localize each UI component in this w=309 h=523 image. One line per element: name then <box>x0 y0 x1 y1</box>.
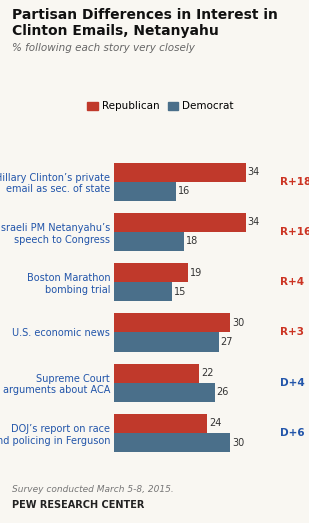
Bar <box>114 363 199 383</box>
Legend: Republican, Democrat: Republican, Democrat <box>87 101 234 111</box>
Bar <box>114 213 246 232</box>
Bar <box>114 163 246 181</box>
Text: 27: 27 <box>221 337 233 347</box>
Text: PEW RESEARCH CENTER: PEW RESEARCH CENTER <box>12 500 145 510</box>
Text: 34: 34 <box>248 218 260 228</box>
Text: 30: 30 <box>232 438 244 448</box>
Text: 26: 26 <box>217 387 229 397</box>
Bar <box>114 433 230 452</box>
Text: % following each story very closely: % following each story very closely <box>12 43 195 53</box>
Text: R+4: R+4 <box>281 277 305 287</box>
Bar <box>114 333 219 351</box>
Text: R+18: R+18 <box>281 177 309 187</box>
Text: R+3: R+3 <box>281 327 304 337</box>
Text: 24: 24 <box>209 418 221 428</box>
Bar <box>114 383 215 402</box>
Text: 19: 19 <box>190 268 202 278</box>
Bar <box>114 232 184 251</box>
Text: 16: 16 <box>178 186 190 196</box>
Text: D+6: D+6 <box>281 428 305 438</box>
Bar <box>114 282 172 301</box>
Text: 18: 18 <box>186 236 198 246</box>
Text: R+16: R+16 <box>281 227 309 237</box>
Bar <box>114 414 207 433</box>
Bar <box>114 181 176 201</box>
Text: Survey conducted March 5-8, 2015.: Survey conducted March 5-8, 2015. <box>12 485 174 494</box>
Text: D+4: D+4 <box>281 378 305 388</box>
Bar <box>114 313 230 333</box>
Text: 34: 34 <box>248 167 260 177</box>
Text: 15: 15 <box>174 287 187 297</box>
Text: Partisan Differences in Interest in: Partisan Differences in Interest in <box>12 8 278 22</box>
Text: Clinton Emails, Netanyahu: Clinton Emails, Netanyahu <box>12 24 219 38</box>
Text: 22: 22 <box>201 368 214 378</box>
Bar <box>114 263 188 282</box>
Text: 30: 30 <box>232 318 244 328</box>
